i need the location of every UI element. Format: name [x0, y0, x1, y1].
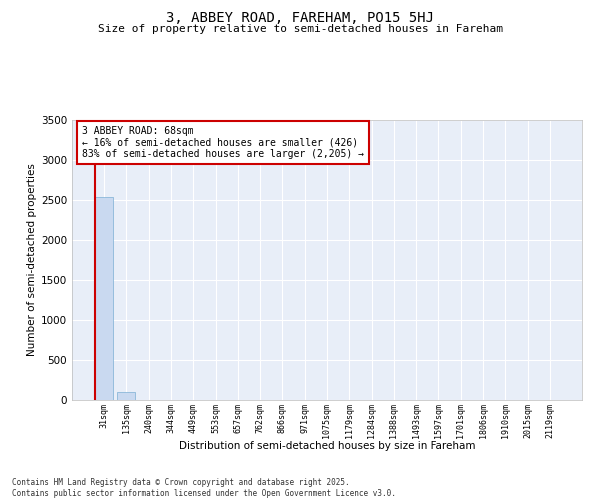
Bar	[118, 392, 136, 400]
Y-axis label: Number of semi-detached properties: Number of semi-detached properties	[27, 164, 37, 356]
Text: 3, ABBEY ROAD, FAREHAM, PO15 5HJ: 3, ABBEY ROAD, FAREHAM, PO15 5HJ	[166, 11, 434, 25]
Bar	[95, 197, 113, 400]
Text: 3 ABBEY ROAD: 68sqm
← 16% of semi-detached houses are smaller (426)
83% of semi-: 3 ABBEY ROAD: 68sqm ← 16% of semi-detach…	[82, 126, 364, 159]
Text: Contains HM Land Registry data © Crown copyright and database right 2025.
Contai: Contains HM Land Registry data © Crown c…	[12, 478, 396, 498]
Text: Size of property relative to semi-detached houses in Fareham: Size of property relative to semi-detach…	[97, 24, 503, 34]
X-axis label: Distribution of semi-detached houses by size in Fareham: Distribution of semi-detached houses by …	[179, 440, 475, 450]
